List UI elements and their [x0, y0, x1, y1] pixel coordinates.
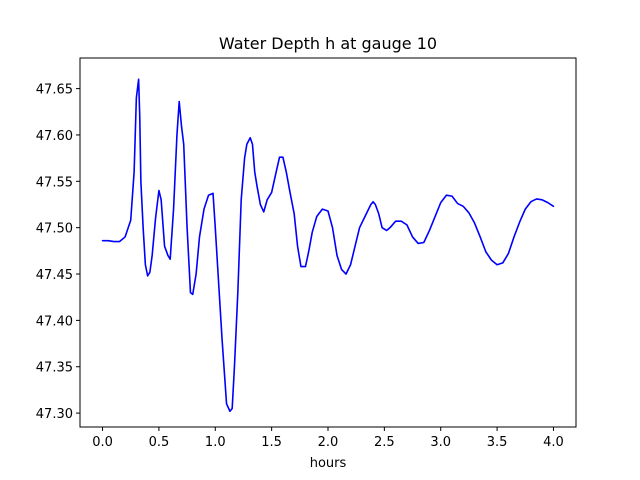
x-axis-label: hours — [310, 456, 347, 471]
y-tick-label: 47.40 — [36, 314, 73, 329]
y-tick-label: 47.50 — [36, 222, 73, 237]
y-tick-label: 47.55 — [36, 175, 73, 190]
y-tick-label: 47.60 — [36, 129, 73, 144]
x-axis: 0.0 0.5 1.0 1.5 2.0 2.5 3.0 3.5 4.0 — [92, 427, 564, 450]
y-tick-label: 47.65 — [36, 83, 73, 98]
x-tick-label: 2.0 — [318, 435, 339, 450]
x-tick-label: 0.0 — [92, 435, 113, 450]
y-tick-label: 47.30 — [36, 407, 73, 422]
x-tick-label: 2.5 — [374, 435, 395, 450]
x-tick-label: 4.0 — [543, 435, 564, 450]
x-tick-label: 3.5 — [487, 435, 508, 450]
x-tick-label: 3.0 — [430, 435, 451, 450]
series-line-0 — [101, 78, 555, 413]
plot-area-frame — [79, 57, 577, 428]
chart-title: Water Depth h at gauge 10 — [219, 34, 437, 53]
x-tick-label: 0.5 — [149, 435, 170, 450]
y-tick-label: 47.45 — [36, 268, 73, 283]
y-tick-label: 47.35 — [36, 361, 73, 376]
y-axis: 47.30 47.35 47.40 47.45 47.50 47.55 47.60 47.65 — [36, 83, 80, 422]
series-layer — [101, 78, 555, 413]
x-tick-label: 1.0 — [205, 435, 226, 450]
x-tick-label: 1.5 — [261, 435, 282, 450]
